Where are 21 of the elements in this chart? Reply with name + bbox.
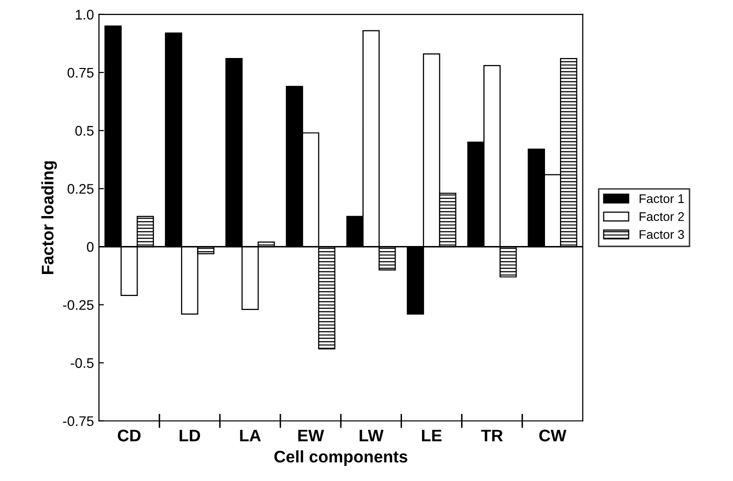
x-tick-label: LW	[360, 430, 384, 442]
y-tick-label: -0.5	[70, 358, 94, 368]
x-tick-label: LA	[240, 430, 261, 442]
x-axis-title: Cell components	[274, 450, 408, 466]
legend-label: Factor 2	[640, 212, 684, 222]
y-tick-label: -0.25	[63, 300, 94, 310]
y-tick-label: 0.75	[68, 68, 94, 78]
legend-label: Factor 1	[640, 194, 684, 204]
x-tick-label: CD	[118, 430, 141, 442]
legend-label: Factor 3	[640, 230, 684, 239]
x-tick-label: LE	[422, 430, 442, 442]
y-tick-label: 0.5	[75, 126, 94, 136]
y-tick-label: 0	[86, 242, 94, 252]
x-tick-label: TR	[481, 430, 503, 442]
y-tick-label: 0.25	[68, 184, 94, 194]
x-tick-label: LD	[180, 430, 200, 442]
y-tick-label: -0.75	[63, 416, 94, 426]
y-axis-title: Factor loading	[41, 161, 57, 274]
y-tick-label: 1.0	[76, 10, 94, 20]
x-tick-label: EW	[298, 430, 324, 442]
x-tick-label: CW	[539, 430, 566, 442]
